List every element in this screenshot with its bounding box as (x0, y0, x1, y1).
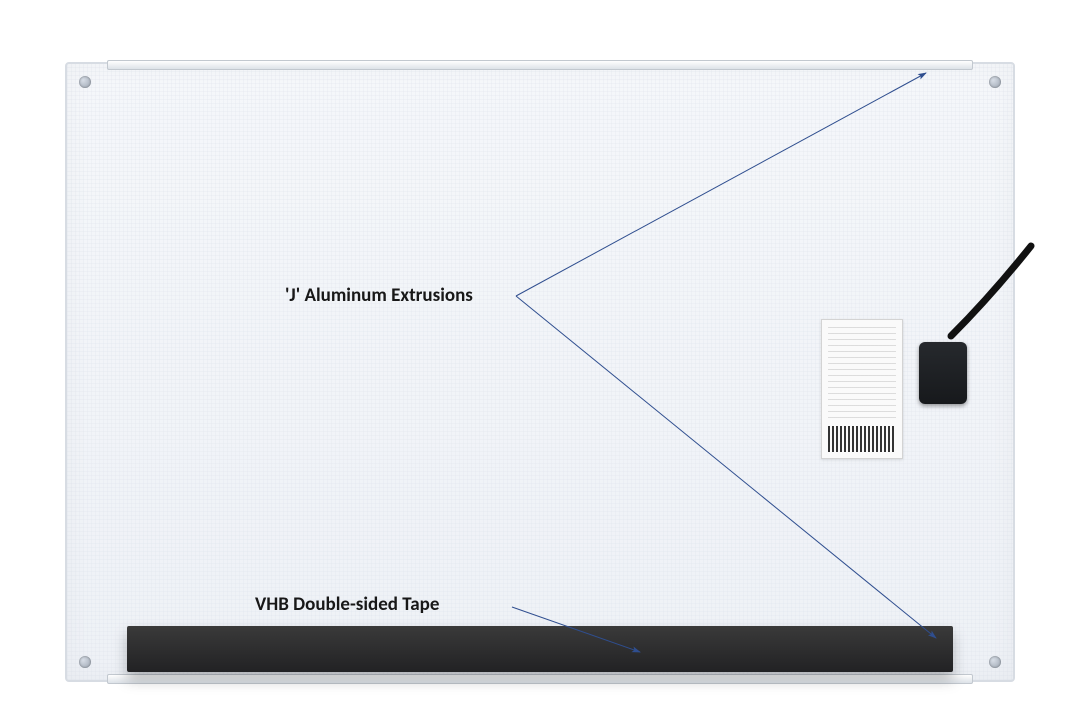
grommet-icon (79, 76, 91, 88)
solar-panel-back (65, 62, 1015, 682)
grommet-icon (989, 76, 1001, 88)
j-extrusion-bottom (107, 674, 973, 684)
j-extrusion-top (107, 60, 973, 70)
vhb-tape-strip (127, 626, 953, 672)
cable-icon (921, 236, 1041, 356)
junction-box (919, 342, 967, 404)
label-vhb-tape: VHB Double-sided Tape (255, 593, 439, 616)
spec-sticker (821, 319, 903, 459)
grommet-icon (989, 656, 1001, 668)
label-j-extrusion: 'J' Aluminum Extrusions (285, 284, 473, 307)
grommet-icon (79, 656, 91, 668)
